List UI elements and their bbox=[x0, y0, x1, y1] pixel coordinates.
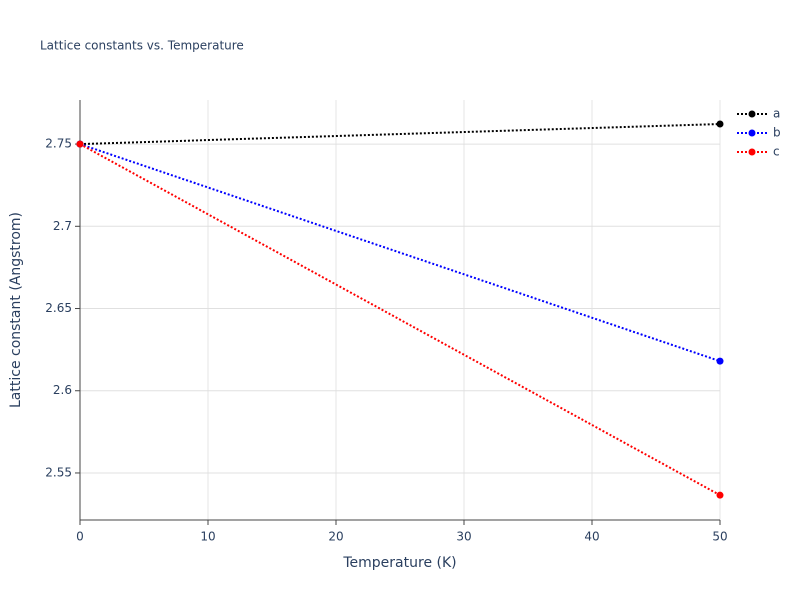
legend-marker bbox=[748, 129, 756, 137]
series-line bbox=[79, 123, 721, 146]
y-tick-label: 2.75 bbox=[45, 137, 72, 151]
series-line bbox=[79, 143, 721, 363]
point bbox=[716, 491, 724, 499]
x-tick-label: 50 bbox=[712, 530, 727, 544]
x-tick-label: 20 bbox=[328, 530, 343, 544]
point bbox=[716, 357, 724, 365]
legend-label: c bbox=[773, 145, 780, 159]
y-tick-label: 2.7 bbox=[53, 219, 72, 233]
y-tick-label: 2.6 bbox=[53, 383, 72, 397]
x-tick-label: 40 bbox=[584, 530, 599, 544]
legend-label: b bbox=[773, 126, 781, 140]
y-tick-label: 2.55 bbox=[45, 465, 72, 479]
x-tick-label: 10 bbox=[200, 530, 215, 544]
legend-label: a bbox=[773, 107, 780, 121]
point bbox=[716, 120, 724, 128]
y-tick-label: 2.65 bbox=[45, 301, 72, 315]
legend-marker bbox=[748, 148, 756, 156]
legend-marker bbox=[748, 110, 756, 118]
series-line bbox=[79, 143, 721, 497]
point bbox=[76, 140, 84, 148]
y-axis-title: Lattice constant (Angstrom) bbox=[8, 212, 24, 408]
x-tick-label: 30 bbox=[456, 530, 471, 544]
chart-title: Lattice constants vs. Temperature bbox=[40, 39, 244, 53]
x-tick-label: 0 bbox=[76, 530, 84, 544]
x-axis-title: Temperature (K) bbox=[342, 555, 456, 571]
